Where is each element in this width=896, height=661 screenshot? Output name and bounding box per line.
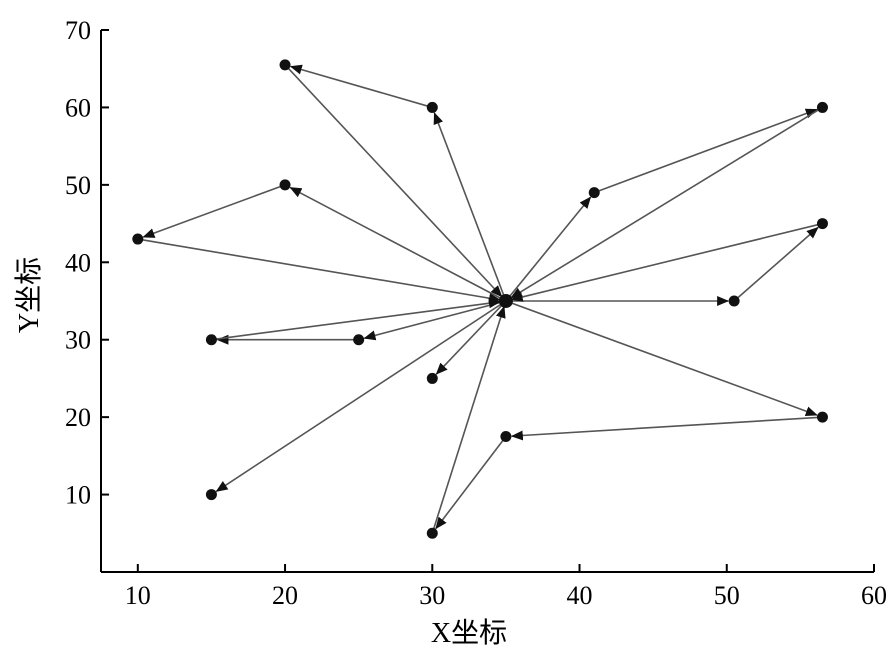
x-tick-label: 40 [567, 581, 593, 610]
routes-layer [137, 64, 823, 534]
y-tick-label: 40 [65, 248, 91, 277]
customer-point [816, 411, 828, 423]
y-tick-label: 50 [65, 171, 91, 200]
x-tick-label: 30 [419, 581, 445, 610]
customer-point [728, 295, 740, 307]
route-segment [142, 184, 286, 238]
customer-point [816, 218, 828, 230]
route-segment [733, 226, 819, 302]
y-tick-label: 60 [65, 93, 91, 122]
route-segment [510, 416, 823, 441]
customer-point [205, 334, 217, 346]
route-segment [593, 108, 818, 194]
x-tick-label: 10 [125, 581, 151, 610]
customer-point [500, 431, 512, 442]
route-segment [289, 64, 433, 109]
x-tick-label: 60 [861, 581, 887, 610]
route-segment [363, 300, 507, 341]
route-segment [510, 222, 823, 302]
customer-point [816, 101, 828, 113]
route-segment [505, 196, 592, 302]
y-axis-title: Y坐标 [13, 257, 45, 333]
y-tick-label: 70 [65, 16, 91, 45]
y-tick-label: 20 [65, 403, 91, 432]
route-segment [433, 112, 507, 302]
route-segment [431, 305, 506, 534]
y-ticks: 10 20 30 40 50 60 70 [65, 16, 109, 510]
customer-point [426, 372, 438, 384]
y-tick-label: 10 [65, 481, 91, 510]
y-tick-label: 30 [65, 326, 91, 355]
axes [100, 30, 874, 573]
customer-point [132, 233, 144, 245]
x-axis-title: X坐标 [431, 617, 507, 649]
x-ticks: 10 20 30 40 50 60 [125, 564, 887, 610]
route-segment [137, 238, 501, 304]
customer-point [353, 334, 365, 346]
route-segment [510, 106, 823, 299]
route-segment [289, 186, 507, 302]
customer-point [426, 101, 438, 113]
customer-point [279, 179, 291, 191]
route-segment [215, 300, 507, 492]
route-segment [505, 300, 818, 416]
route-segment [435, 436, 507, 530]
customer-point [426, 527, 438, 539]
customer-point [279, 59, 291, 71]
customer-point [205, 489, 217, 501]
route-segment [284, 64, 503, 298]
x-tick-label: 50 [714, 581, 740, 610]
route-segment [211, 298, 501, 341]
route-segment [435, 300, 507, 375]
depot-point [498, 294, 513, 308]
x-tick-label: 20 [272, 581, 298, 610]
nodes-layer [132, 59, 828, 539]
customer-point [588, 187, 600, 199]
